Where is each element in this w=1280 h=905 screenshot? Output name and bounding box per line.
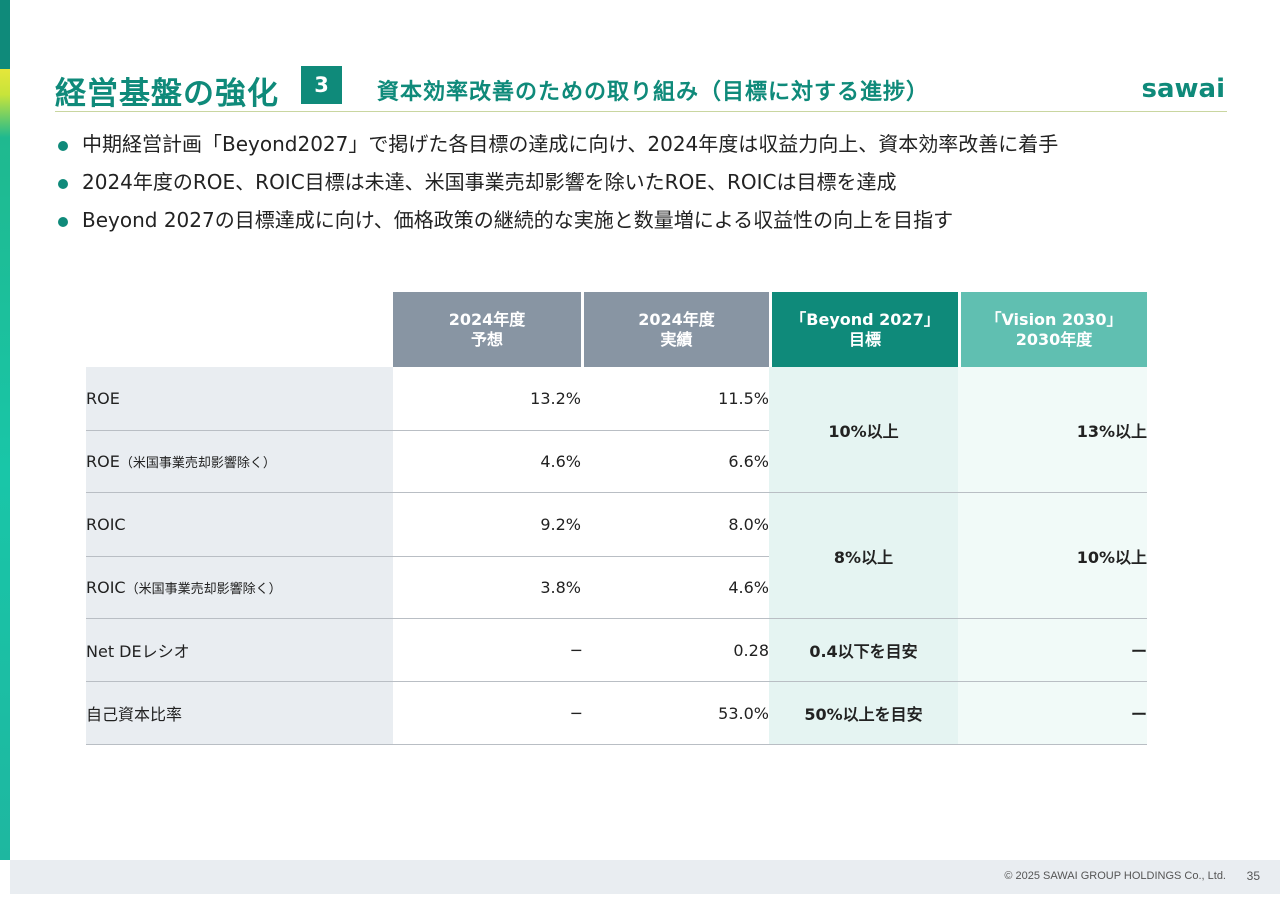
- cell-forecast: 13.2%: [393, 367, 581, 430]
- cell-actual: 0.28: [581, 619, 769, 682]
- row-label-equity-ratio: 自己資本比率: [86, 682, 393, 745]
- kpi-table: 2024年度 予想 2024年度 実績 「Beyond 2027」 目標 「Visio…: [86, 292, 1147, 745]
- col-header-vision-2030: 「Vision 2030」 2030年度: [958, 292, 1147, 367]
- bullet-list: 中期経営計画「Beyond2027」で掲げた各目標の達成に向け、2024年度は収…: [58, 130, 1258, 244]
- table-row: ROE 13.2% 11.5% 10%以上 13%以上: [86, 367, 1147, 493]
- cell-forecast: ─: [393, 619, 581, 682]
- col-header-beyond-2027: 「Beyond 2027」 目標: [769, 292, 958, 367]
- page-title: 経営基盤の強化: [55, 76, 279, 112]
- row-label-roe-adjusted: ROE（米国事業売却影響除く）: [86, 430, 393, 493]
- cell-actual: 6.6%: [581, 430, 769, 493]
- row-label-roic: ROIC: [86, 493, 393, 556]
- cell-roe-beyond-target: 10%以上: [769, 367, 958, 493]
- cell-forecast: ─: [393, 682, 581, 745]
- bullet-dot-icon: [58, 217, 68, 227]
- table-row: ROE（米国事業売却影響除く） 4.6% 6.6%: [86, 430, 1147, 493]
- cell-forecast: 9.2%: [393, 493, 581, 556]
- cell-roe-vision-target: 13%以上: [958, 367, 1147, 493]
- page-subtitle: 資本効率改善のための取り組み（目標に対する進捗）: [377, 80, 930, 105]
- copyright-text: © 2025 SAWAI GROUP HOLDINGS Co., Ltd.: [1004, 870, 1226, 882]
- cell-roic-vision-target: 10%以上: [958, 493, 1147, 619]
- table-row: ROIC 9.2% 8.0% 8%以上 10%以上: [86, 493, 1147, 619]
- bullet-item: 2024年度のROE、ROIC目標は未達、米国事業売却影響を除いたROE、ROI…: [58, 168, 1258, 206]
- cell-actual: 4.6%: [581, 556, 769, 619]
- cell-actual: 11.5%: [581, 367, 769, 430]
- col-header-forecast: 2024年度 予想: [393, 292, 581, 367]
- accent-side-bar: [0, 0, 10, 860]
- section-number-badge: 3: [301, 66, 342, 104]
- cell-equity-beyond-target: 50%以上を目安: [769, 682, 958, 745]
- row-label-roic-adjusted: ROIC（米国事業売却影響除く）: [86, 556, 393, 619]
- table-header-row: 2024年度 予想 2024年度 実績 「Beyond 2027」 目標 「Visio…: [86, 292, 1147, 367]
- bullet-item: Beyond 2027の目標達成に向け、価格政策の継続的な実施と数量増による収益…: [58, 206, 1258, 244]
- row-label-roe: ROE: [86, 367, 393, 430]
- page-number: 35: [1246, 869, 1260, 883]
- cell-roic-beyond-target: 8%以上: [769, 493, 958, 619]
- table-row: 自己資本比率 ─ 53.0% 50%以上を目安 ー: [86, 682, 1147, 745]
- bullet-item: 中期経営計画「Beyond2027」で掲げた各目標の達成に向け、2024年度は収…: [58, 130, 1258, 168]
- slide-footer: © 2025 SAWAI GROUP HOLDINGS Co., Ltd. 35: [10, 860, 1280, 894]
- table-row: ROIC（米国事業売却影響除く） 3.8% 4.6%: [86, 556, 1147, 619]
- cell-equity-vision-target: ー: [958, 682, 1147, 745]
- col-header-actual: 2024年度 実績: [581, 292, 769, 367]
- row-label-net-de-ratio: Net DEレシオ: [86, 619, 393, 682]
- cell-de-beyond-target: 0.4以下を目安: [769, 619, 958, 682]
- cell-forecast: 3.8%: [393, 556, 581, 619]
- bullet-dot-icon: [58, 141, 68, 151]
- table-row: Net DEレシオ ─ 0.28 0.4以下を目安 ー: [86, 619, 1147, 682]
- table-corner: [86, 292, 393, 367]
- cell-actual: 8.0%: [581, 493, 769, 556]
- bullet-dot-icon: [58, 179, 68, 189]
- slide-header: 経営基盤の強化 3 資本効率改善のための取り組み（目標に対する進捗） sawai: [55, 62, 1227, 112]
- cell-forecast: 4.6%: [393, 430, 581, 493]
- sawai-logo: sawai: [1141, 74, 1226, 104]
- cell-de-vision-target: ー: [958, 619, 1147, 682]
- cell-actual: 53.0%: [581, 682, 769, 745]
